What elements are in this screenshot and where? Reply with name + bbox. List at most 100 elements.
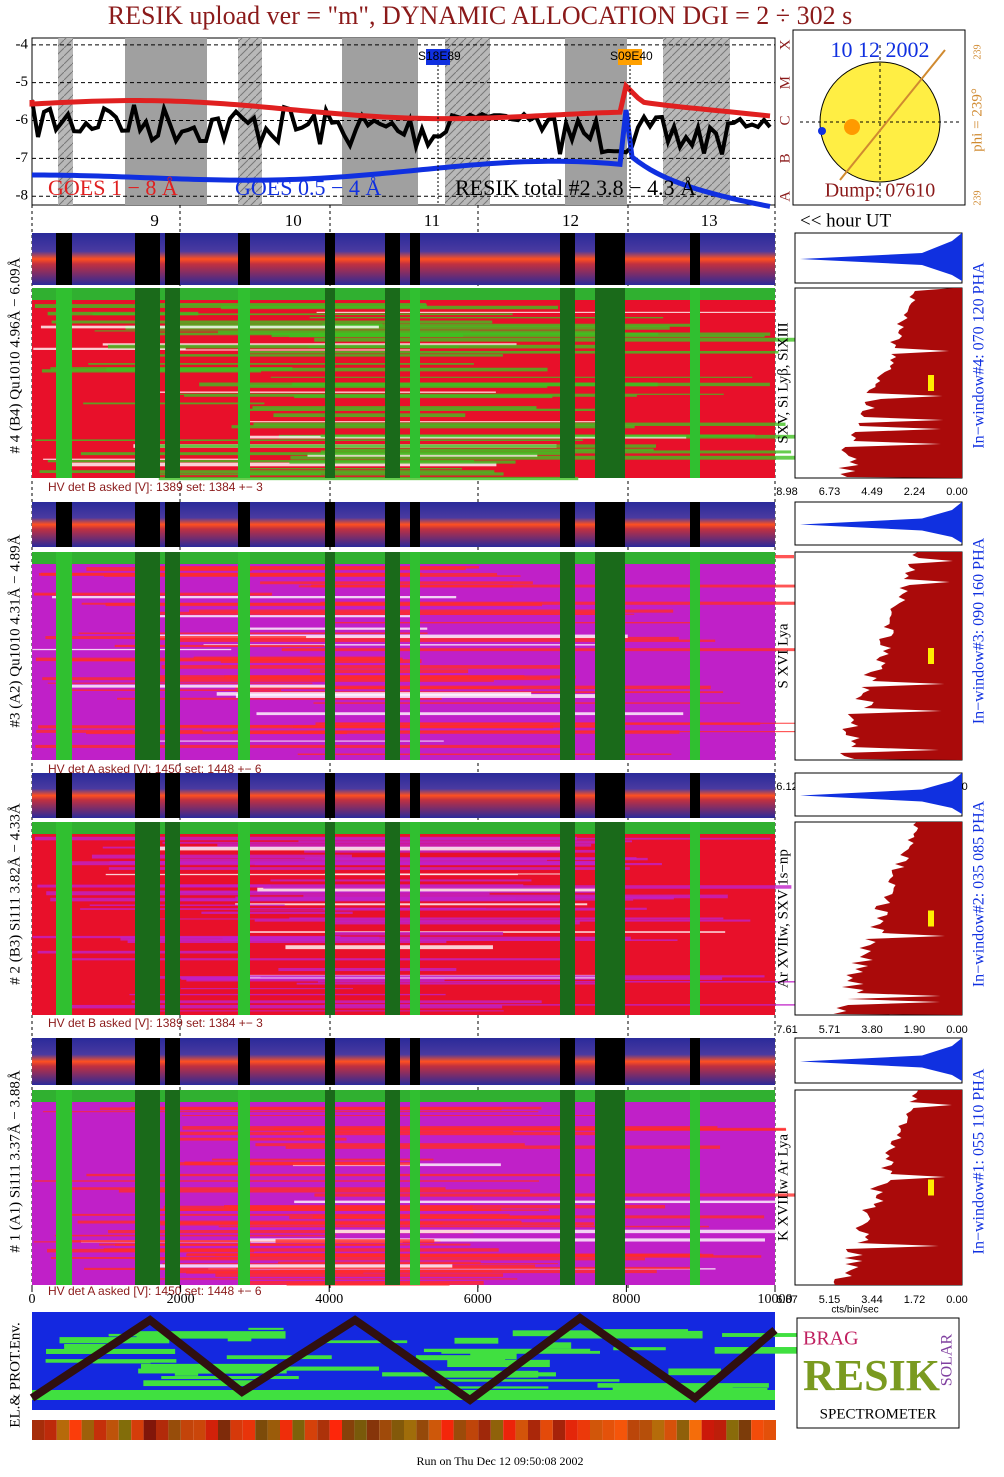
spectrogram-texture <box>184 1161 392 1166</box>
data-gap <box>560 552 575 760</box>
spectrogram-texture <box>296 982 615 985</box>
env-texture <box>248 1327 284 1330</box>
spectrogram-texture <box>303 894 728 899</box>
spectrogram-texture <box>67 659 307 662</box>
spectrogram-texture <box>108 867 630 870</box>
spectrogram-texture <box>201 911 353 914</box>
colorbar-cell <box>267 1420 280 1440</box>
env-texture <box>64 1344 114 1350</box>
spectrogram-texture <box>320 434 756 438</box>
spectrogram-texture <box>148 391 496 393</box>
spectrogram-texture <box>256 712 684 716</box>
phi-line <box>839 49 946 181</box>
logo-middle: RESIK <box>803 1351 940 1400</box>
pha-tick-label: 1.72 <box>904 1294 925 1306</box>
marker-label: S18E89 <box>418 49 461 63</box>
colorbar-cell <box>627 1420 640 1440</box>
env-texture <box>45 1359 177 1363</box>
spectrogram-texture <box>88 363 474 365</box>
spectrogram-texture <box>103 575 521 577</box>
env-texture <box>46 1348 176 1354</box>
spectrogram-texture <box>102 343 517 346</box>
spectrogram-texture <box>59 684 326 688</box>
spectrogram-texture <box>239 472 504 476</box>
data-gap <box>690 773 700 818</box>
spectrogram-texture <box>320 450 792 454</box>
data-gap <box>135 288 160 478</box>
data-gap <box>410 1090 420 1285</box>
x-tick-label: 12 <box>562 211 579 230</box>
colorbar-cell <box>354 1420 367 1440</box>
goes-curve-blue <box>31 109 771 209</box>
data-gap <box>560 233 575 285</box>
data-gap <box>325 1090 335 1285</box>
legend-entry: RESIK total #2 3.8 − 4.3 Å <box>455 175 696 200</box>
data-gap <box>325 1038 335 1085</box>
env-texture <box>431 1370 539 1378</box>
data-gap <box>238 773 250 818</box>
spectrogram-texture <box>273 413 466 418</box>
spectrogram-texture <box>330 621 698 624</box>
spectrogram-texture <box>42 1111 539 1113</box>
pha-histogram <box>839 552 962 760</box>
data-gap <box>385 1038 400 1085</box>
data-gap <box>56 233 72 285</box>
spectrogram-texture <box>136 918 413 920</box>
spectrogram-texture <box>244 975 765 978</box>
window-label: In−window#1: 055 110 PHA <box>971 1068 988 1254</box>
data-gap <box>595 1090 625 1285</box>
marker-label: S09E40 <box>610 49 653 63</box>
spectrogram-texture <box>80 452 570 456</box>
colorbar-cell <box>156 1420 169 1440</box>
spectrogram-texture <box>46 891 490 896</box>
data-gap <box>238 552 250 760</box>
spectrogram-texture <box>176 393 724 395</box>
pha-tick-label: 3.80 <box>861 1024 882 1036</box>
spectrogram-texture <box>245 408 610 412</box>
spectrogram-texture <box>36 729 203 733</box>
spectrogram-texture <box>292 382 770 387</box>
colorbar-cell <box>701 1420 714 1440</box>
spectrogram-texture <box>281 648 825 652</box>
pha-window-marker <box>928 648 934 664</box>
data-gap <box>135 502 160 547</box>
eclipse-band <box>445 38 490 205</box>
logo-bottom: SPECTROMETER <box>820 1406 937 1422</box>
data-gap <box>690 1090 700 1285</box>
data-gap <box>135 552 160 760</box>
data-gap <box>238 822 250 1015</box>
data-gap <box>595 233 625 285</box>
marker-box <box>618 49 642 65</box>
spectrogram-texture <box>246 421 596 423</box>
pha-tick-label: 3.44 <box>861 1294 882 1306</box>
spectrogram-texture <box>293 725 621 728</box>
data-gap <box>385 288 400 478</box>
line-label: Ar XVIIw, SXV 1s−np <box>775 849 791 988</box>
env-texture <box>415 1355 506 1361</box>
colorbar-cell <box>528 1420 541 1440</box>
colorbar-cell <box>218 1420 231 1440</box>
spectrogram-texture <box>60 958 568 961</box>
spectrogram-edge <box>32 552 775 564</box>
spectrogram-texture <box>77 1220 522 1224</box>
spectrogram-texture <box>220 659 422 664</box>
data-gap <box>560 502 575 547</box>
spectrogram-texture <box>176 349 417 351</box>
window-label: In−window#4: 070 120 PHA <box>971 262 988 449</box>
data-gap <box>595 822 625 1015</box>
spectrogram-texture <box>34 1180 539 1182</box>
colorbar-cell <box>478 1420 491 1440</box>
spectrogram-texture <box>142 615 419 618</box>
env-texture <box>234 1366 379 1371</box>
spectrogram-edge <box>32 1090 775 1102</box>
x-tick-label: 6000 <box>464 1292 492 1307</box>
spectrogram-texture <box>40 325 379 329</box>
spectrogram-texture <box>257 887 602 892</box>
data-gap <box>165 288 180 478</box>
pha-tick-label: 0.00 <box>946 486 967 498</box>
spectrogram-texture <box>68 1213 510 1216</box>
spectrogram-texture <box>289 335 765 338</box>
env-track <box>29 1313 778 1405</box>
spectrogram-texture <box>47 311 199 316</box>
data-gap <box>238 1090 250 1285</box>
